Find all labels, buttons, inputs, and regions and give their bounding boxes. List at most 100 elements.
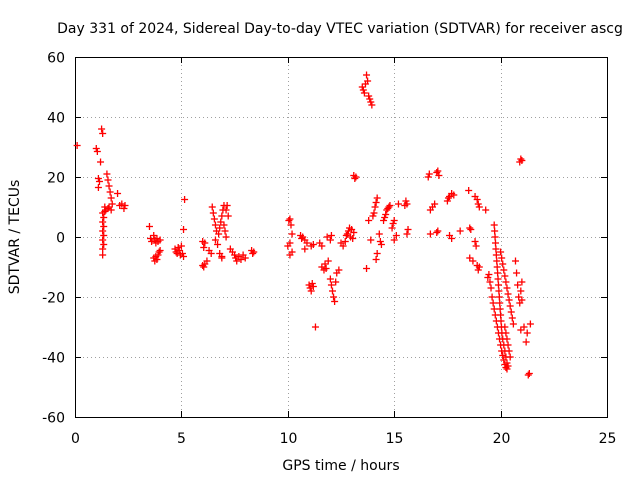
data-point — [287, 221, 295, 229]
axis-ticks: 0 5 10 15 20 25 -60 -40 -20 0 20 40 60 — [42, 51, 616, 448]
data-point — [435, 172, 443, 179]
data-point — [107, 194, 115, 202]
data-point — [175, 247, 183, 254]
data-point — [466, 224, 474, 232]
data-point — [303, 239, 311, 247]
data-point — [233, 257, 241, 265]
data-point — [377, 241, 385, 248]
data-point — [494, 269, 502, 277]
data-point — [103, 170, 111, 178]
data-point — [201, 239, 209, 247]
data-point — [386, 202, 394, 209]
data-point — [217, 218, 225, 226]
data-point — [523, 329, 531, 337]
data-point — [487, 284, 495, 292]
data-point — [503, 335, 511, 343]
data-point — [349, 235, 357, 242]
data-point — [331, 298, 339, 305]
data-point — [517, 326, 525, 334]
data-point — [174, 244, 182, 251]
data-point — [373, 194, 381, 202]
data-point — [402, 197, 410, 205]
data-point — [203, 257, 211, 265]
data-point — [491, 227, 499, 235]
data-point — [367, 236, 375, 244]
data-point — [171, 245, 179, 253]
y-tick-label: 60 — [47, 51, 65, 67]
data-point — [495, 287, 503, 295]
data-point — [323, 233, 331, 241]
data-point — [94, 184, 102, 191]
data-point — [301, 245, 309, 253]
data-point — [508, 314, 516, 322]
data-point — [450, 191, 458, 199]
data-point — [351, 175, 359, 182]
data-point — [311, 323, 319, 331]
data-point — [107, 206, 115, 214]
data-point — [388, 224, 396, 232]
data-point — [509, 320, 517, 328]
data-point — [513, 269, 521, 277]
data-point — [434, 167, 442, 175]
data-point — [392, 232, 400, 239]
data-point — [372, 199, 380, 206]
data-point — [210, 215, 218, 223]
data-point — [465, 187, 473, 194]
data-point — [466, 254, 474, 262]
data-point — [307, 287, 315, 295]
data-point — [326, 275, 334, 283]
data-point — [321, 260, 329, 268]
data-point — [389, 220, 397, 227]
data-point — [220, 221, 228, 229]
data-point — [499, 260, 507, 268]
y-tick-label: 0 — [56, 231, 65, 247]
data-point — [181, 196, 189, 203]
data-point — [507, 308, 515, 316]
data-point — [443, 197, 451, 205]
data-point — [237, 256, 245, 263]
data-point — [502, 278, 510, 286]
data-point — [425, 170, 433, 178]
data-point — [286, 215, 294, 223]
data-point — [382, 211, 390, 218]
y-tick-label: 40 — [47, 111, 65, 127]
data-point — [218, 212, 226, 220]
data-point — [223, 202, 231, 209]
data-point — [108, 200, 116, 208]
data-point — [209, 209, 217, 217]
data-point — [326, 236, 334, 244]
data-point — [500, 266, 508, 274]
data-point — [327, 232, 335, 239]
data-point — [106, 188, 114, 196]
data-point — [241, 254, 249, 262]
data-point — [298, 235, 306, 242]
data-point — [172, 248, 180, 256]
data-point — [525, 370, 533, 377]
data-point — [403, 200, 411, 208]
data-point — [504, 290, 512, 298]
data-point — [511, 257, 519, 265]
data-point — [491, 233, 499, 241]
data-point — [467, 226, 475, 233]
data-point — [339, 242, 347, 250]
data-point — [99, 218, 107, 226]
data-point — [231, 251, 239, 259]
data-point — [99, 227, 107, 235]
data-point — [495, 293, 503, 301]
data-point — [494, 275, 502, 283]
data-point — [365, 92, 373, 100]
data-point — [499, 352, 507, 359]
data-point — [488, 293, 496, 301]
y-axis-label: SDTVAR / TECUs — [7, 180, 23, 295]
data-point — [114, 190, 122, 197]
data-point — [100, 223, 108, 230]
data-point — [118, 200, 126, 208]
data-point — [147, 235, 155, 242]
data-point — [496, 305, 504, 313]
data-point — [343, 230, 351, 238]
data-point — [214, 241, 222, 248]
data-point — [497, 311, 505, 319]
data-point — [145, 223, 153, 230]
data-point — [375, 230, 383, 238]
